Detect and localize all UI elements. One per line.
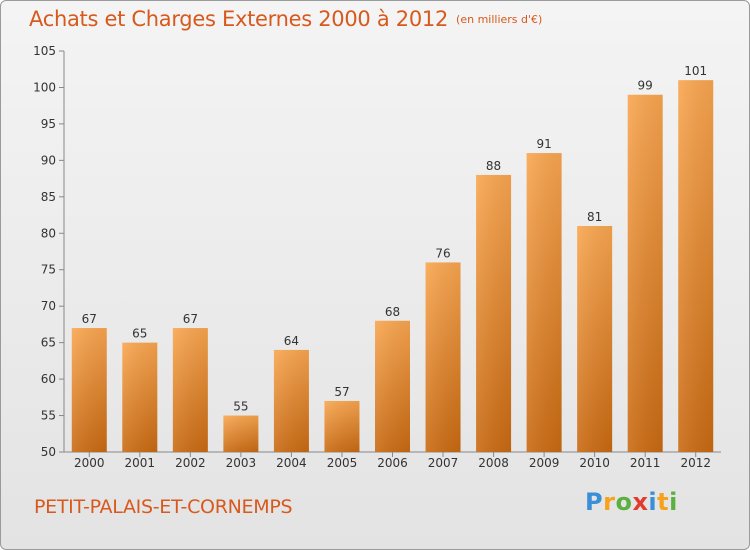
- y-tick-label: 65: [41, 336, 56, 350]
- proxiti-logo: Proxiti: [585, 488, 678, 516]
- bar-value-label: 64: [284, 334, 299, 348]
- y-tick-label: 60: [41, 372, 56, 386]
- bar-value-label: 88: [486, 159, 501, 173]
- y-tick-label: 70: [41, 299, 56, 313]
- bar-shade: [71, 328, 107, 452]
- bar-shade: [223, 415, 259, 452]
- x-tick-label: 2012: [680, 456, 711, 470]
- bar-shade: [273, 349, 309, 452]
- y-tick-label: 75: [41, 263, 56, 277]
- logo-letter: i: [669, 488, 678, 516]
- x-tick-label: 2011: [630, 456, 661, 470]
- logo-letter: x: [632, 488, 649, 516]
- bar-value-label: 99: [638, 79, 653, 93]
- y-tick-label: 100: [33, 80, 56, 94]
- bar-shade: [577, 225, 613, 452]
- bar-value-label: 67: [183, 312, 198, 326]
- bar-shade: [476, 174, 512, 453]
- y-tick-label: 85: [41, 190, 56, 204]
- x-tick-label: 2007: [428, 456, 459, 470]
- x-tick-label: 2009: [529, 456, 560, 470]
- commune-name: PETIT-PALAIS-ET-CORNEMPS: [34, 496, 293, 518]
- title-line: Achats et Charges Externes 2000 à 2012 (e…: [29, 7, 542, 31]
- logo-letter: o: [615, 488, 633, 516]
- bar-value-label: 67: [82, 312, 97, 326]
- bar-value-label: 91: [536, 137, 551, 151]
- x-tick-label: 2003: [226, 456, 257, 470]
- bar-shade: [172, 328, 208, 452]
- bar-value-label: 55: [233, 400, 248, 414]
- logo-letter: i: [648, 488, 658, 516]
- y-tick-label: 80: [41, 226, 56, 240]
- chart-subtitle: (en milliers d'€): [456, 13, 543, 26]
- logo-letter: P: [585, 488, 604, 516]
- bar-shade: [122, 342, 158, 452]
- x-tick-label: 2005: [327, 456, 358, 470]
- bar-value-label: 57: [334, 385, 349, 399]
- bar-shade: [375, 320, 410, 452]
- y-tick-label: 50: [41, 445, 56, 459]
- chart-title: Achats et Charges Externes 2000 à 2012: [29, 7, 449, 31]
- bar-shade: [627, 94, 663, 452]
- x-tick-label: 2006: [377, 456, 408, 470]
- plot-area: 50 55 60 65 70 75 80 85 90 95 100 105 67 2000 65 2001 67…: [33, 44, 721, 470]
- y-tick-label: 105: [33, 44, 56, 58]
- x-tick-label: 2002: [175, 456, 206, 470]
- x-tick-label: 2010: [579, 456, 610, 470]
- bar-value-label: 68: [385, 305, 400, 319]
- y-tick-label: 95: [41, 117, 56, 131]
- x-tick-label: 2008: [478, 456, 509, 470]
- bar-value-label: 76: [435, 246, 450, 260]
- bar-shade: [526, 153, 562, 452]
- bar-shade: [425, 262, 461, 452]
- y-tick-label: 90: [41, 153, 56, 167]
- bar-value-label: 101: [684, 64, 707, 78]
- logo-letter: t: [657, 488, 670, 516]
- bar-shade: [678, 80, 714, 452]
- bar-value-label: 81: [587, 210, 602, 224]
- x-tick-label: 2000: [74, 456, 105, 470]
- bar-value-label: 65: [132, 327, 147, 341]
- x-tick-label: 2004: [276, 456, 307, 470]
- logo-letter: r: [603, 488, 616, 516]
- bar-shade: [324, 400, 360, 452]
- y-tick-label: 55: [41, 409, 56, 423]
- x-tick-label: 2001: [125, 456, 156, 470]
